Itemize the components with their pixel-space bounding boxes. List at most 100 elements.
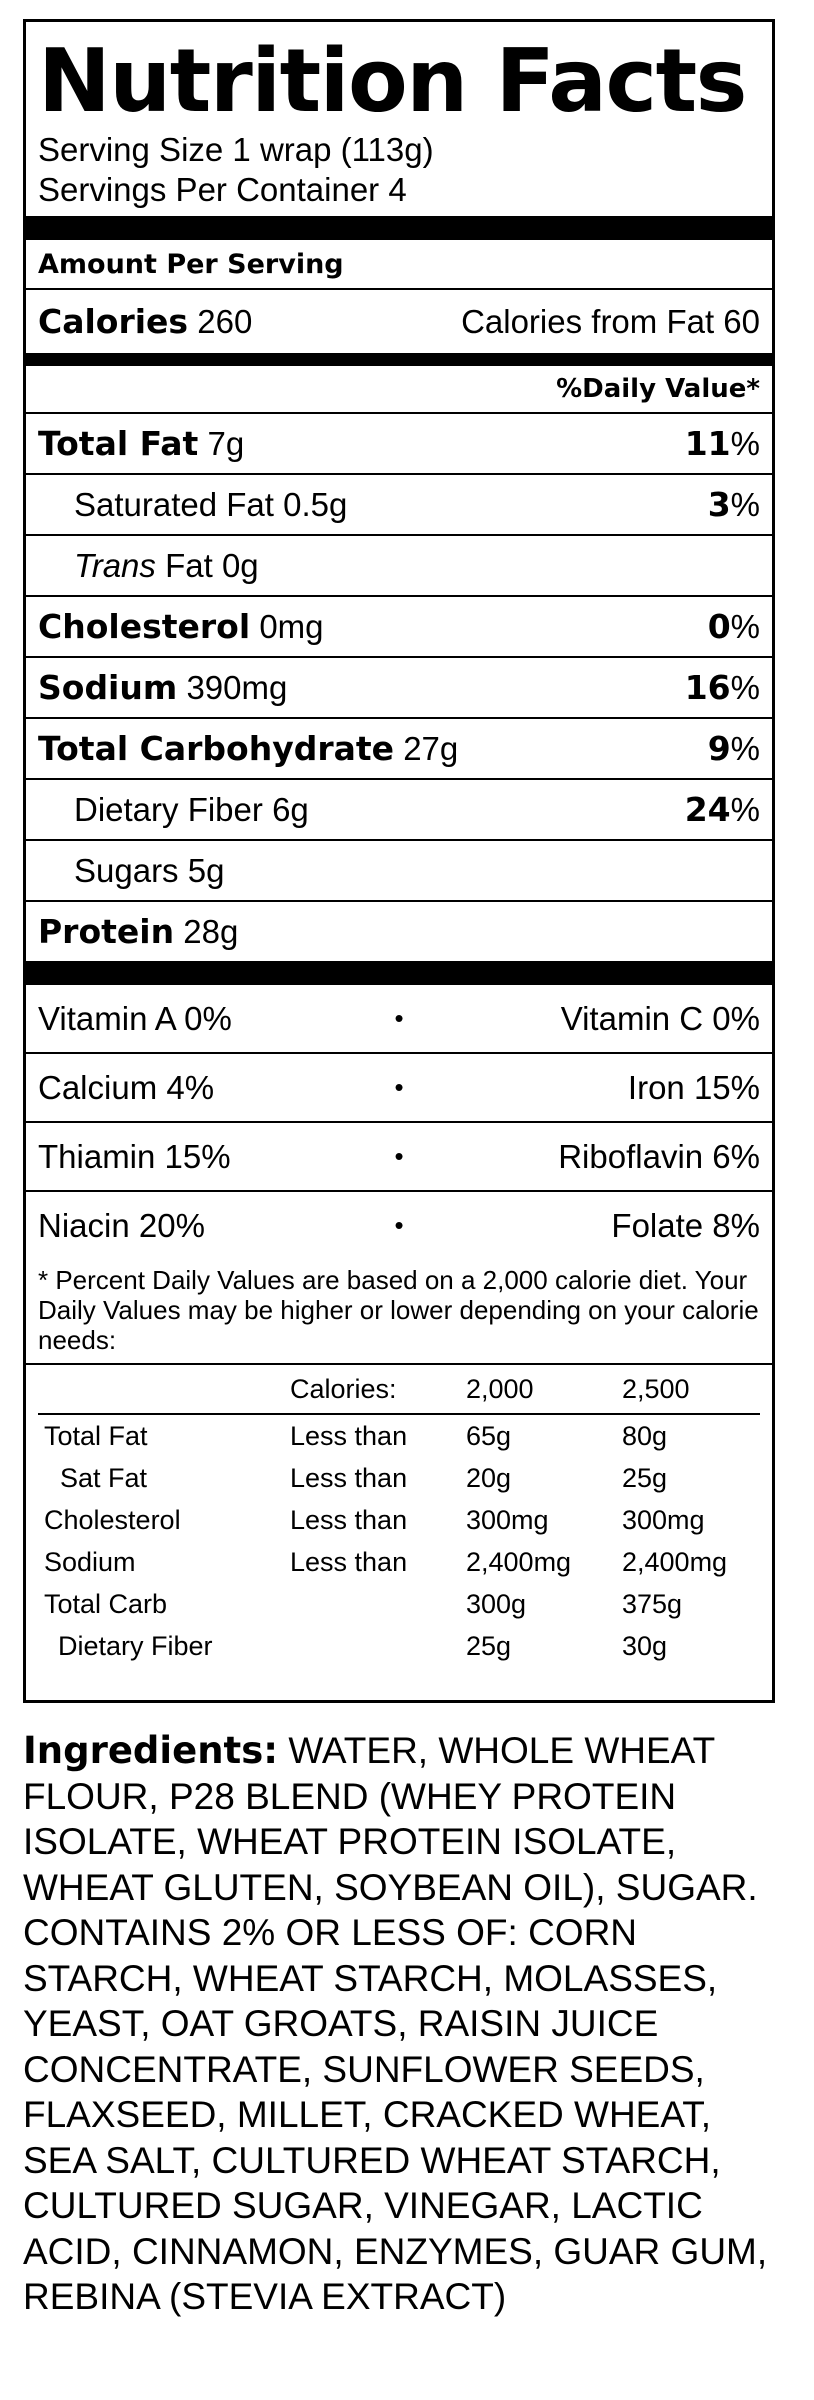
amount-per-serving: Amount Per Serving xyxy=(38,248,344,280)
bullet-separator: • xyxy=(394,1072,404,1102)
percent-sign: % xyxy=(730,608,760,645)
table-row: Total Carb 300g 375g xyxy=(38,1583,760,1625)
nutrient-daily-value: 9% xyxy=(708,729,760,768)
vitamin-left: Thiamin 15% xyxy=(38,1137,231,1175)
vitamin-right: Vitamin C 0% xyxy=(560,999,760,1037)
nutrient-row: Sugars 5g xyxy=(38,841,760,900)
nutrient-amount: 390mg xyxy=(186,669,288,706)
divider xyxy=(26,1363,772,1365)
table-cell: 80g xyxy=(622,1420,668,1451)
percent-sign: % xyxy=(730,486,760,523)
table-cell: 65g xyxy=(466,1420,512,1451)
table-cell: 2,400mg xyxy=(622,1546,728,1577)
table-cell: Less than xyxy=(290,1546,408,1577)
table-header-cell xyxy=(38,1365,290,1415)
vitamin-list: Vitamin A 0% • Vitamin C 0% Calcium 4% • Iron… xyxy=(26,985,772,1259)
daily-value-number: 24 xyxy=(684,790,731,829)
divider xyxy=(26,778,772,780)
table-cell: 300mg xyxy=(466,1504,549,1535)
nutrient-daily-value: 24% xyxy=(685,790,760,829)
daily-value-number: 9 xyxy=(707,729,731,768)
vitamin-right: Riboflavin 6% xyxy=(558,1137,760,1175)
table-cell: Sat Fat xyxy=(60,1462,148,1493)
nutrient-name-cell: Cholesterol 0mg xyxy=(38,607,324,646)
nutrition-facts-label: Nutrition Facts Serving Size 1 wrap (113… xyxy=(23,19,775,1703)
calories-from-fat: Calories from Fat 60 xyxy=(461,302,760,340)
nutrient-row: Saturated Fat 0.5g 3% xyxy=(38,475,760,534)
divider xyxy=(26,412,772,414)
nutrient-row: Trans Fat 0g xyxy=(38,536,760,595)
nutrient-name-italic: Trans xyxy=(74,546,156,584)
table-cell xyxy=(290,1583,466,1625)
divider xyxy=(26,839,772,841)
divider xyxy=(26,1052,772,1054)
table-cell: Total Fat xyxy=(44,1420,148,1451)
nutrient-name: Fat xyxy=(165,546,213,584)
table-row: Sodium Less than 2,400mg 2,400mg xyxy=(38,1541,760,1583)
percent-sign: % xyxy=(730,791,760,828)
nutrient-row: Protein 28g xyxy=(38,902,760,961)
nutrient-daily-value: 16% xyxy=(685,668,760,707)
table-row: Total Fat Less than 65g 80g xyxy=(38,1414,760,1457)
table-header-cell: 2,000 xyxy=(466,1365,622,1415)
nutrient-amount: 0mg xyxy=(259,608,324,645)
table-cell: Total Carb xyxy=(44,1588,168,1619)
table-cell xyxy=(290,1625,466,1667)
serving-size: Serving Size 1 wrap (113g) xyxy=(38,131,434,168)
vitamin-left: Calcium 4% xyxy=(38,1068,215,1106)
nutrient-name: Protein xyxy=(38,912,175,951)
table-cell: 375g xyxy=(622,1588,683,1619)
divider xyxy=(26,900,772,902)
nutrient-row: Cholesterol 0mg 0% xyxy=(38,597,760,656)
nutrient-row: Dietary Fiber 6g 24% xyxy=(38,780,760,839)
table-cell: Cholesterol xyxy=(44,1504,181,1535)
nutrient-daily-value: 11% xyxy=(685,424,760,463)
table-cell: 25g xyxy=(466,1630,512,1661)
divider xyxy=(26,534,772,536)
table-row: Dietary Fiber 25g 30g xyxy=(38,1625,760,1667)
thick-divider xyxy=(26,961,772,985)
nutrient-name: Cholesterol xyxy=(38,607,251,646)
nutrient-amount: 7g xyxy=(207,425,245,462)
daily-value-number: 16 xyxy=(684,668,731,707)
nutrient-amount: 27g xyxy=(403,730,459,767)
label-title: Nutrition Facts xyxy=(38,30,747,132)
ingredients-text: WATER, WHOLE WHEAT FLOUR, P28 BLEND (WHE… xyxy=(23,1730,768,2317)
daily-value-number: 3 xyxy=(707,485,731,524)
ingredients-label: Ingredients: xyxy=(23,1729,279,1772)
table-cell: Less than xyxy=(290,1420,408,1451)
divider xyxy=(26,656,772,658)
vitamin-left: Vitamin A 0% xyxy=(38,999,232,1037)
nutrient-name: Total Carbohydrate xyxy=(38,729,395,768)
nutrient-amount: 0g xyxy=(221,546,259,584)
footnote: * Percent Daily Values are based on a 2,… xyxy=(38,1265,759,1355)
vitamin-row: Vitamin A 0% • Vitamin C 0% xyxy=(38,985,760,1052)
nutrient-amount: 6g xyxy=(272,790,309,828)
daily-value-table: Calories: 2,000 2,500 Total Fat Less than 65g… xyxy=(38,1365,760,1667)
table-cell: 25g xyxy=(622,1462,668,1493)
nutrient-list: Total Fat 7g 11% Saturated Fat 0.5g 3% Trans… xyxy=(26,414,772,961)
table-cell: Dietary Fiber xyxy=(58,1630,213,1661)
nutrient-amount: 5g xyxy=(187,851,225,889)
bullet-separator: • xyxy=(394,1003,404,1033)
thick-divider xyxy=(26,216,772,240)
nutrient-name: Dietary Fiber xyxy=(74,790,263,828)
vitamin-row: Calcium 4% • Iron 15% xyxy=(38,1054,760,1121)
nutrient-name-cell: Total Fat 7g xyxy=(38,424,244,463)
vitamin-right: Iron 15% xyxy=(627,1068,760,1106)
percent-sign: % xyxy=(730,730,760,767)
nutrient-name-cell: Total Carbohydrate 27g xyxy=(38,729,458,768)
percent-sign: % xyxy=(730,425,760,462)
calories-cell: Calories 260 xyxy=(38,302,252,341)
table-cell: 30g xyxy=(622,1630,668,1661)
table-cell: Sodium xyxy=(44,1546,136,1577)
medium-divider xyxy=(26,353,772,366)
nutrient-name-cell: Sugars 5g xyxy=(74,852,224,890)
table-cell: 20g xyxy=(466,1462,512,1493)
table-header-cell: Calories: xyxy=(290,1365,466,1415)
divider xyxy=(26,717,772,719)
divider xyxy=(26,1190,772,1192)
bullet-separator: • xyxy=(394,1141,404,1171)
calories-value: 260 xyxy=(197,303,253,340)
nutrient-name-cell: Dietary Fiber 6g xyxy=(74,791,309,829)
